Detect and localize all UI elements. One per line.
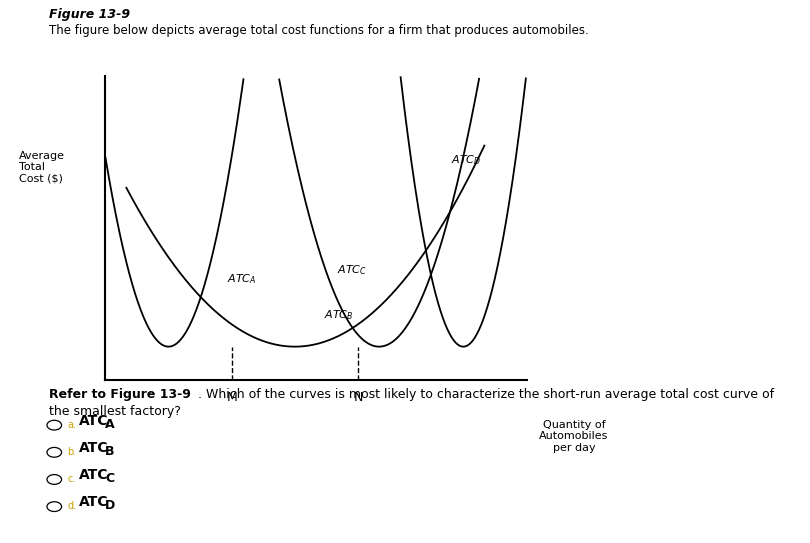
Text: ATC: ATC — [79, 414, 109, 428]
Text: M: M — [226, 391, 237, 404]
Text: Figure 13-9: Figure 13-9 — [49, 8, 130, 21]
Text: ATC: ATC — [79, 441, 109, 455]
Text: Average
Total
Cost ($): Average Total Cost ($) — [19, 150, 65, 184]
Text: $ATC_D$: $ATC_D$ — [450, 154, 481, 167]
Text: the smallest factory?: the smallest factory? — [49, 405, 181, 418]
Text: C: C — [105, 472, 114, 485]
Text: . Which of the curves is most likely to characterize the short-run average total: . Which of the curves is most likely to … — [198, 388, 774, 401]
Text: a.: a. — [67, 420, 76, 430]
Text: ATC: ATC — [79, 495, 109, 509]
Text: ATC: ATC — [79, 468, 109, 482]
Text: The figure below depicts average total cost functions for a firm that produces a: The figure below depicts average total c… — [49, 24, 588, 37]
Text: A: A — [105, 418, 115, 431]
Text: Quantity of
Automobiles
per day: Quantity of Automobiles per day — [539, 420, 608, 453]
Text: d.: d. — [67, 501, 76, 511]
Text: $ATC_A$: $ATC_A$ — [228, 272, 257, 286]
Text: $ATC_B$: $ATC_B$ — [324, 308, 354, 323]
Text: c.: c. — [67, 474, 75, 484]
Text: Refer to Figure 13-9: Refer to Figure 13-9 — [49, 388, 190, 401]
Text: D: D — [105, 499, 116, 512]
Text: $ATC_C$: $ATC_C$ — [337, 263, 367, 277]
Text: b.: b. — [67, 447, 76, 457]
Text: N: N — [353, 391, 363, 404]
Text: B: B — [105, 445, 115, 458]
